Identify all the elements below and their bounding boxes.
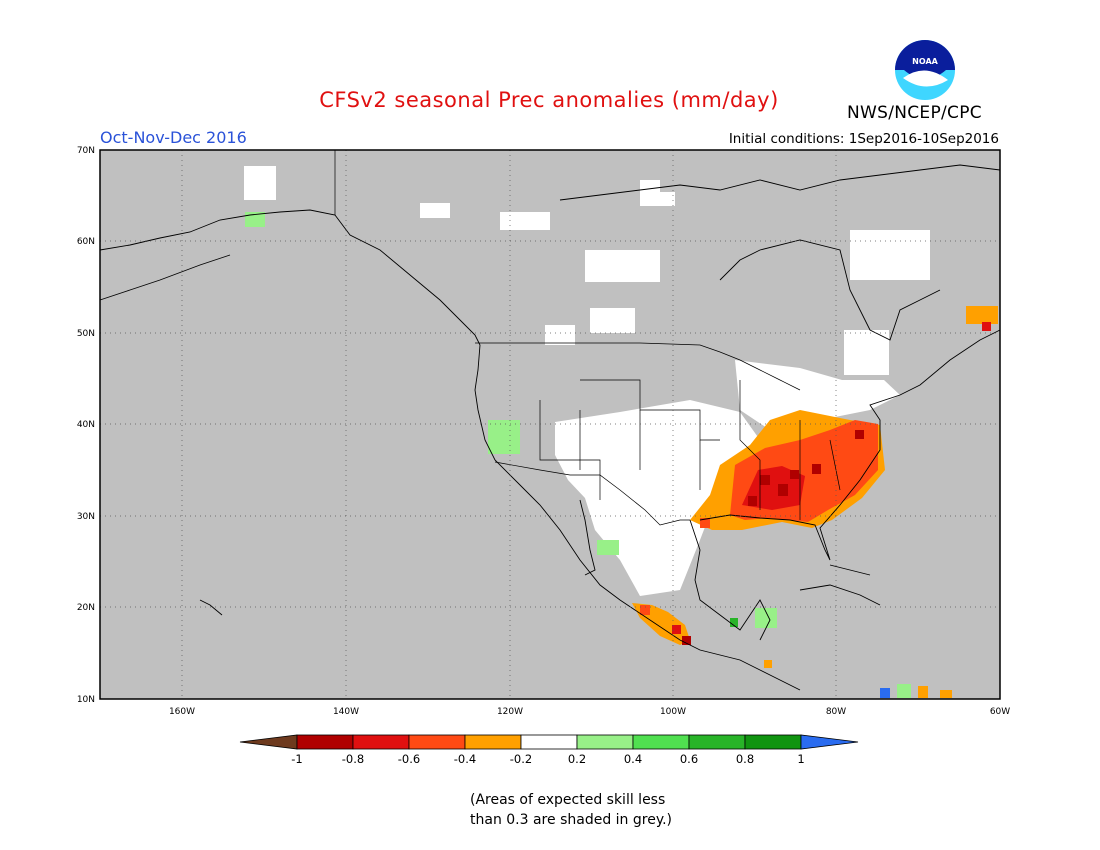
green-anomaly-areas xyxy=(245,212,911,698)
lon-label: 120W xyxy=(497,707,523,717)
colorbar-swatch xyxy=(632,734,690,750)
white-skill-areas xyxy=(244,166,930,596)
coastlines xyxy=(99,164,1001,691)
colorbar-tick: -0.8 xyxy=(342,752,364,766)
colorbar-swatch xyxy=(520,734,578,750)
map-panel xyxy=(99,149,1001,700)
colorbar-swatch xyxy=(408,734,466,750)
lon-label: 140W xyxy=(333,707,359,717)
lat-label: 20N xyxy=(77,603,95,613)
colorbar-swatch xyxy=(688,734,746,750)
colorbar-tick: -1 xyxy=(291,752,302,766)
colorbar-tick: 0.8 xyxy=(736,752,754,766)
latitude-labels: 70N 60N 50N 40N 30N 20N 10N xyxy=(77,146,95,705)
noaa-logo-icon: NOAA xyxy=(895,40,955,100)
dry-anomaly-mexico xyxy=(632,603,772,668)
lat-label: 50N xyxy=(77,329,95,339)
lon-label: 160W xyxy=(169,707,195,717)
lon-label: 60W xyxy=(990,707,1010,717)
skill-note: (Areas of expected skill less than 0.3 ar… xyxy=(470,790,672,830)
gridlines xyxy=(100,150,1000,699)
lat-label: 70N xyxy=(77,146,95,156)
lat-label: 10N xyxy=(77,695,95,705)
colorbar-tick: 0.6 xyxy=(680,752,698,766)
colorbar-tick: 1 xyxy=(797,752,804,766)
colorbar-swatch xyxy=(744,734,802,750)
chart-title: CFSv2 seasonal Prec anomalies (mm/day) xyxy=(319,88,779,112)
political-borders xyxy=(334,150,841,526)
colorbar-tick: -0.6 xyxy=(398,752,420,766)
colorbar-arrow-left xyxy=(239,734,298,750)
noaa-logo-text: NOAA xyxy=(912,57,938,66)
colorbar-swatch xyxy=(576,734,634,750)
colorbar-arrow-right xyxy=(800,734,859,750)
agency-label: NWS/NCEP/CPC xyxy=(847,103,982,123)
season-label: Oct-Nov-Dec 2016 xyxy=(100,128,247,147)
lat-label: 60N xyxy=(77,237,95,247)
colorbar-swatch xyxy=(296,734,354,750)
colorbar-tick: -0.2 xyxy=(510,752,532,766)
longitude-labels: 160W 140W 120W 100W 80W 60W xyxy=(169,707,1010,717)
colorbar-swatch xyxy=(352,734,410,750)
colorbar-tick: 0.2 xyxy=(568,752,586,766)
colorbar-swatch xyxy=(464,734,522,750)
colorbar-tick: -0.4 xyxy=(454,752,476,766)
colorbar: -1 -0.8 -0.6 -0.4 -0.2 0.2 0.4 0.6 0.8 1 xyxy=(239,734,859,766)
map-frame xyxy=(99,149,1001,700)
colorbar-tick: 0.4 xyxy=(624,752,642,766)
lon-label: 100W xyxy=(660,707,686,717)
lat-label: 30N xyxy=(77,512,95,522)
initial-conditions-label: Initial conditions: 1Sep2016-10Sep2016 xyxy=(728,131,999,147)
dry-anomaly-northeast xyxy=(918,306,998,698)
skill-note-line-2: than 0.3 are shaded in grey.) xyxy=(470,812,673,828)
lat-label: 40N xyxy=(77,420,95,430)
lon-label: 80W xyxy=(826,707,846,717)
skill-note-line-1: (Areas of expected skill less xyxy=(470,792,666,808)
